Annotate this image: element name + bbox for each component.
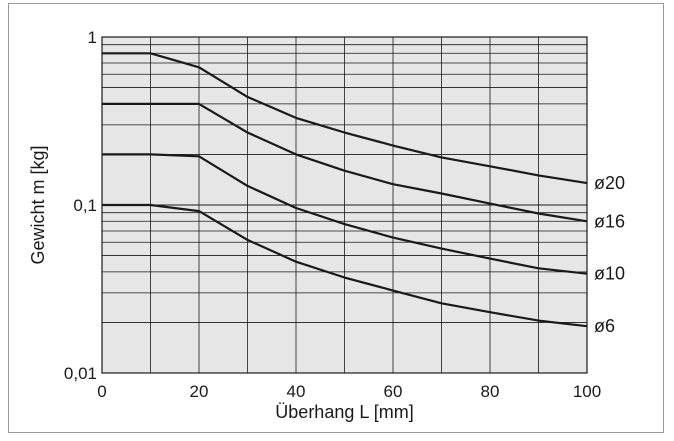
y-tick-label: 0,01 <box>64 364 97 383</box>
x-tick-label: 0 <box>97 382 106 401</box>
series-line-20 <box>102 52 588 185</box>
series-label-16: ø16 <box>594 211 625 231</box>
y-tick-label: 1 <box>88 28 97 47</box>
x-tick-label: 80 <box>481 382 500 401</box>
x-axis-label: Überhang L [mm] <box>275 402 413 422</box>
series-label-10: ø10 <box>594 264 625 284</box>
y-tick-label: 0,1 <box>73 196 97 215</box>
y-axis-label: Gewicht m [kg] <box>28 145 48 264</box>
series-lines <box>102 52 588 328</box>
series-label-20: ø20 <box>594 173 625 193</box>
x-tick-label: 20 <box>190 382 209 401</box>
grid-lines <box>102 37 587 373</box>
series-line-6 <box>102 203 588 328</box>
series-label-6: ø6 <box>594 316 615 336</box>
series-line-16 <box>102 102 588 223</box>
series-labels: ø20 ø16 ø10 ø6 <box>594 173 625 336</box>
x-tick-label: 40 <box>287 382 306 401</box>
tick-labels: 0 20 40 60 80 100 0,01 0,1 1 <box>64 28 601 401</box>
x-tick-label: 60 <box>384 382 403 401</box>
x-tick-label: 100 <box>573 382 601 401</box>
series-line-10 <box>102 153 588 275</box>
